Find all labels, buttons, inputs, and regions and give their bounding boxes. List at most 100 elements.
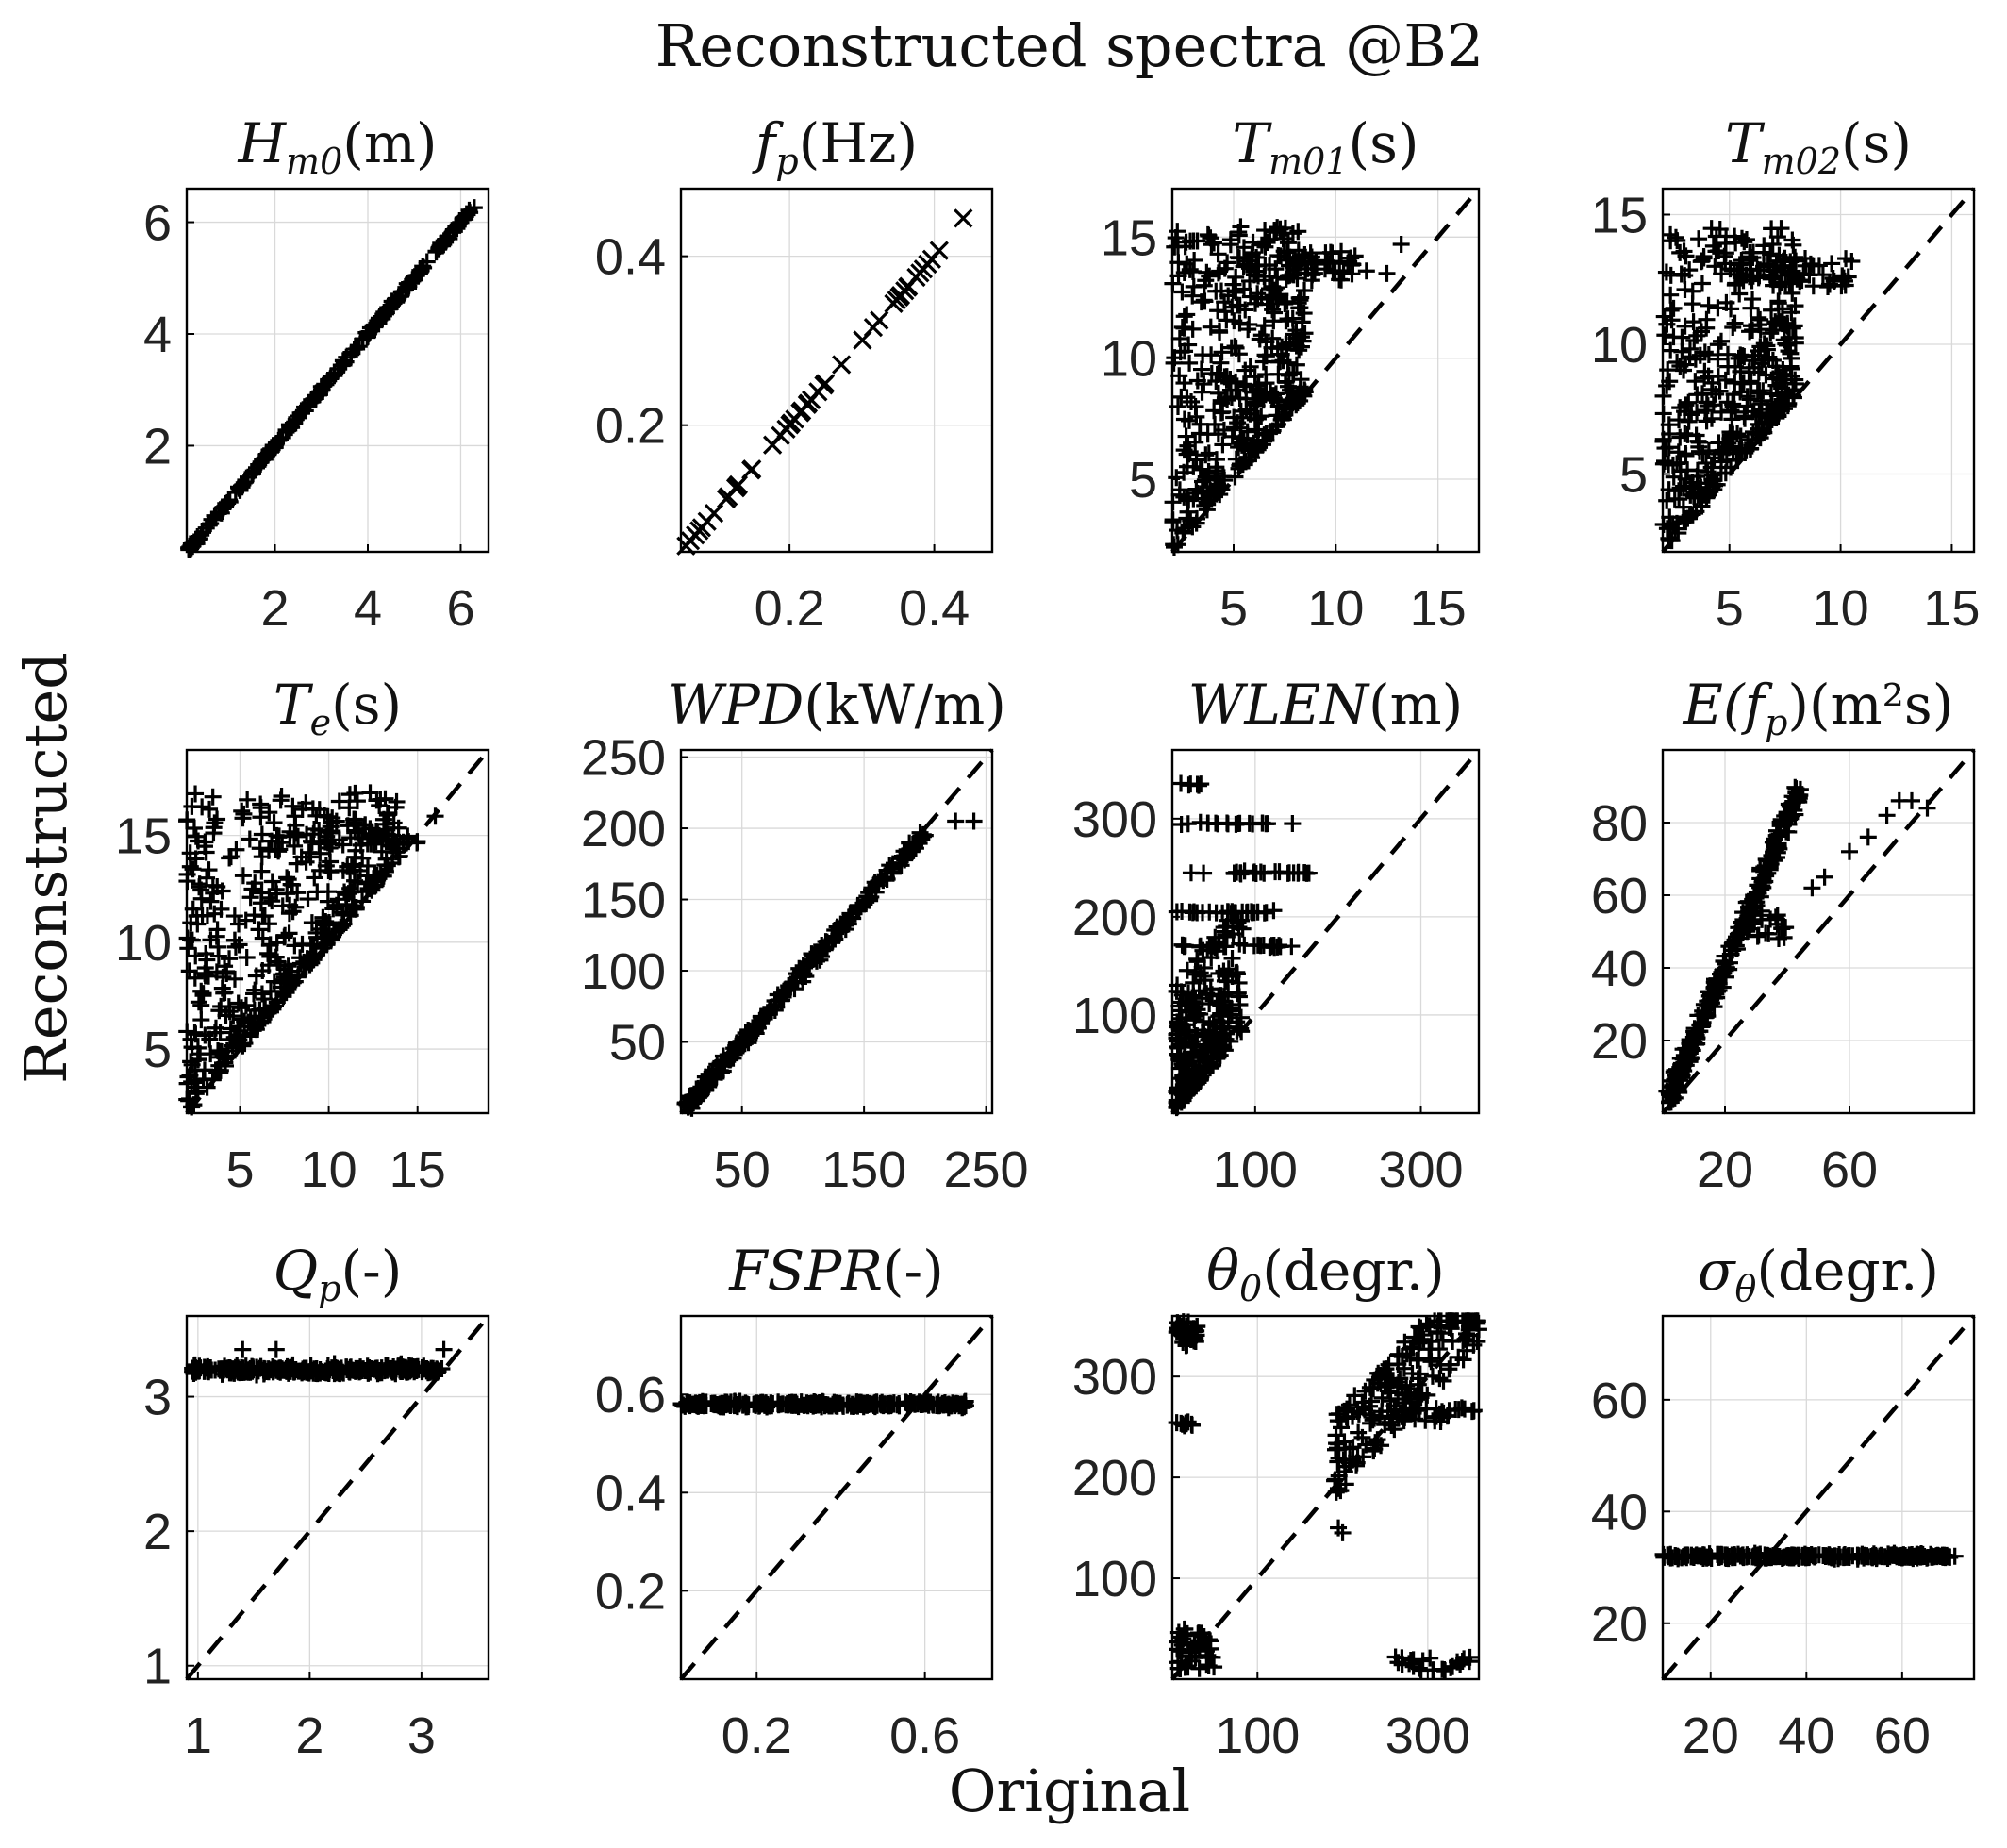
data-point — [348, 792, 366, 810]
data-point — [1756, 350, 1773, 368]
data-point — [1285, 325, 1302, 343]
data-point — [790, 403, 810, 423]
data-point — [226, 1028, 244, 1046]
data-point — [347, 841, 365, 859]
data-point — [1257, 431, 1275, 449]
data-point — [211, 1063, 229, 1081]
data-point — [1410, 1659, 1428, 1677]
data-point — [1810, 257, 1828, 275]
data-point — [1410, 1350, 1428, 1368]
data-point — [1418, 1400, 1435, 1418]
data-point — [1215, 919, 1233, 937]
data-point — [859, 888, 877, 906]
subplot-1: 2 4 6 2 4 6 Hm0(m) — [143, 111, 490, 637]
data-point — [1215, 962, 1233, 980]
data-point — [1210, 322, 1228, 340]
data-point — [182, 1053, 200, 1071]
data-point — [188, 1359, 206, 1377]
x-axis-label: Original — [949, 1756, 1191, 1825]
data-point — [287, 410, 305, 428]
data-point — [274, 988, 292, 1006]
data-point — [1188, 232, 1206, 250]
subplot-title-subscript: m02 — [1762, 141, 1841, 182]
axes-frame — [185, 1314, 490, 1681]
data-point — [1681, 479, 1699, 497]
data-point — [1784, 389, 1802, 407]
data-point — [1182, 864, 1200, 882]
data-point — [1804, 277, 1822, 295]
data-point — [346, 1362, 364, 1380]
data-point — [449, 216, 467, 234]
subplot-title-symbol: σ — [1698, 1239, 1736, 1303]
data-point — [206, 1024, 224, 1041]
data-point — [1330, 1467, 1348, 1485]
data-point — [1232, 218, 1250, 236]
y-tick-label: 20 — [1591, 1596, 1648, 1653]
data-point — [1239, 252, 1257, 270]
data-point — [1750, 420, 1767, 438]
data-point — [1769, 364, 1787, 382]
data-point — [1328, 1435, 1346, 1453]
data-point — [1211, 486, 1229, 504]
y-tick-label: 60 — [1591, 868, 1648, 924]
data-point — [1678, 1048, 1696, 1066]
y-tick-label: 250 — [581, 730, 666, 787]
data-point — [947, 812, 965, 830]
data-point — [1849, 1548, 1866, 1566]
x-tick-label: 0.6 — [889, 1707, 960, 1764]
data-point — [870, 310, 889, 330]
data-point — [1824, 270, 1842, 288]
data-point — [1177, 427, 1195, 445]
data-point — [1186, 962, 1204, 980]
data-point — [1728, 450, 1746, 468]
data-point — [1364, 1411, 1382, 1429]
subplot-title-unit: (degr.) — [1756, 1239, 1939, 1303]
data-point — [202, 892, 220, 910]
x-tick-label: 3 — [407, 1707, 436, 1764]
y-tick-label: 5 — [143, 1022, 172, 1078]
data-point — [322, 367, 340, 385]
data-point — [1752, 400, 1770, 418]
data-point — [1223, 949, 1241, 967]
data-point — [1200, 226, 1218, 244]
data-point — [1326, 1471, 1344, 1489]
data-point — [1741, 441, 1759, 458]
data-point — [264, 1000, 282, 1018]
data-point — [243, 880, 261, 898]
data-point — [1255, 317, 1273, 335]
data-point — [1293, 313, 1311, 331]
data-point — [1265, 312, 1283, 330]
data-point — [1183, 392, 1201, 410]
data-point — [234, 1340, 252, 1358]
data-point — [1657, 263, 1675, 281]
x-tick-label: 5 — [1716, 580, 1744, 637]
data-point — [213, 882, 231, 900]
data-point — [308, 928, 326, 946]
subplot-title-subscript: e — [310, 702, 332, 743]
data-point — [319, 892, 337, 910]
data-point — [1687, 1546, 1705, 1564]
data-point — [901, 1395, 919, 1413]
data-point — [1184, 904, 1202, 922]
data-point — [1250, 376, 1268, 394]
data-point — [1239, 321, 1257, 339]
data-point — [296, 958, 314, 976]
data-point — [312, 940, 330, 957]
data-point — [1229, 414, 1247, 432]
data-point — [190, 832, 207, 850]
data-point — [236, 1035, 254, 1053]
data-point — [1265, 390, 1283, 408]
subplot-title: σθ(degr.) — [1698, 1239, 1939, 1309]
x-tick-label: 2 — [295, 1707, 323, 1764]
data-point — [1223, 298, 1241, 316]
data-point — [799, 953, 817, 971]
data-point — [1252, 289, 1270, 307]
data-point — [317, 913, 335, 931]
y-tick-label: 10 — [115, 915, 172, 972]
data-point — [218, 965, 236, 983]
data-point — [366, 877, 384, 895]
data-point — [1254, 937, 1272, 955]
data-point — [284, 875, 302, 893]
data-point — [281, 827, 299, 845]
subplot-title: θ0(degr.) — [1206, 1239, 1445, 1309]
